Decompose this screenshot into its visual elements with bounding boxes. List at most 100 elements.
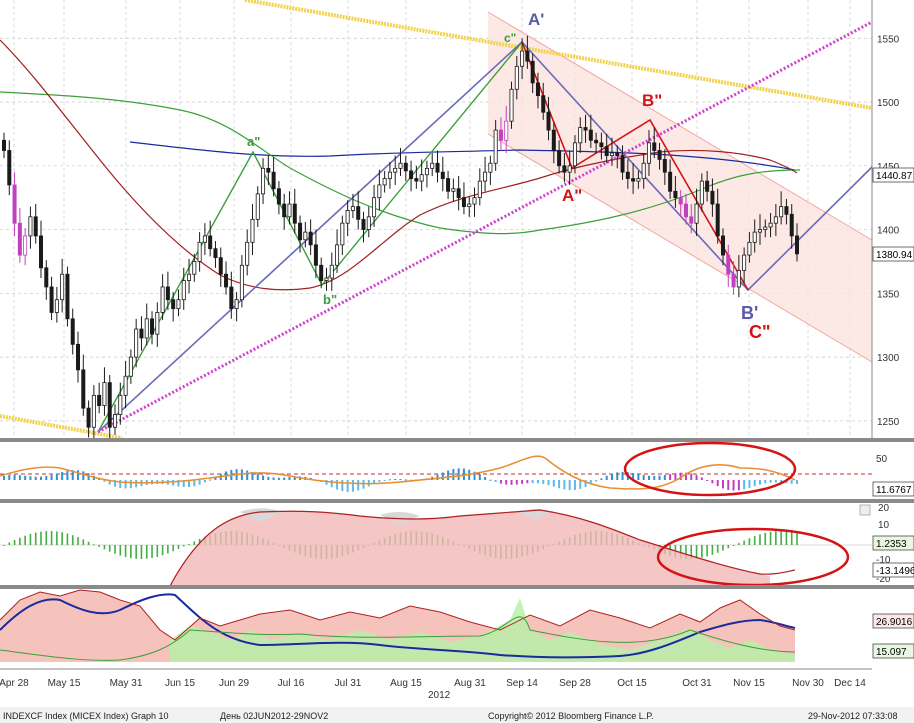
candle-body xyxy=(514,65,519,90)
osc2-bar xyxy=(679,545,682,559)
osc1-bar xyxy=(262,475,265,480)
osc2-bar xyxy=(727,545,730,549)
wave-label-a-dblprime-upper: A" xyxy=(562,186,582,205)
candle-body xyxy=(377,184,382,199)
y-tick-label: 1250 xyxy=(877,417,900,428)
osc2-bar xyxy=(796,533,798,545)
osc1-bar xyxy=(616,472,619,480)
candle-body xyxy=(282,203,287,218)
candle-body xyxy=(382,178,387,186)
candle-body xyxy=(451,188,456,192)
candle-body xyxy=(461,197,466,208)
candle-body xyxy=(683,203,688,218)
osc1-bar xyxy=(621,471,624,480)
candle-body xyxy=(313,244,318,266)
osc1-bar xyxy=(40,476,43,480)
x-tick-label: Sep 28 xyxy=(559,678,591,689)
candle-body xyxy=(620,155,625,173)
osc1-bar xyxy=(336,480,339,490)
candle-body xyxy=(757,229,762,233)
candle-body xyxy=(303,231,308,241)
osc1-bar xyxy=(647,475,650,480)
channel-lower-line xyxy=(487,133,873,363)
x-tick-label: Nov 15 xyxy=(733,678,765,689)
candle-body xyxy=(615,152,620,156)
osc1-bar xyxy=(18,475,21,480)
osc2-bar xyxy=(66,533,69,545)
candle-body xyxy=(773,216,778,224)
candle-body xyxy=(715,203,720,237)
candle-body xyxy=(705,180,710,192)
osc1-bar xyxy=(610,473,613,480)
osc1-bar xyxy=(45,475,48,480)
y-tick-label: 1450 xyxy=(877,162,900,173)
candle-body xyxy=(530,60,535,84)
osc1-bar xyxy=(531,480,534,484)
y-tick-label: 1400 xyxy=(877,226,900,237)
candle-body xyxy=(250,218,255,243)
candle-body xyxy=(583,127,588,131)
osc2-bar xyxy=(124,545,127,558)
dotted-magenta-trendline xyxy=(97,20,873,434)
candle-body xyxy=(23,235,28,256)
osc1-bar xyxy=(721,480,724,489)
x-tick-label: Jun 15 xyxy=(165,678,195,689)
osc1-bar xyxy=(669,474,672,480)
osc1-bar xyxy=(563,480,566,490)
candle-body xyxy=(81,369,86,409)
candle-body xyxy=(134,328,139,358)
candle-body xyxy=(324,277,329,281)
osc1-bar xyxy=(510,480,513,485)
osc3-value-2: 15.097 xyxy=(876,647,907,658)
candle-body xyxy=(229,286,234,310)
candle-body xyxy=(588,129,593,141)
candle-body xyxy=(70,318,75,345)
osc1-bar xyxy=(642,475,645,480)
y-tick-label: 1350 xyxy=(877,289,900,300)
candle-body xyxy=(266,167,271,173)
wave-label-b-dblprime-lower: b" xyxy=(323,292,337,307)
candle-body xyxy=(694,203,699,224)
candle-body xyxy=(7,150,12,186)
osc2-bar xyxy=(685,545,687,559)
candle-body xyxy=(752,231,757,243)
osc2-bar xyxy=(172,545,174,552)
candle-body xyxy=(572,142,577,167)
osc1-bar xyxy=(579,480,582,489)
candle-body xyxy=(128,356,133,377)
candle-body xyxy=(768,222,773,228)
wave-red-line xyxy=(521,41,749,291)
osc1-bar xyxy=(526,480,529,484)
osc2-bar xyxy=(193,541,196,545)
candle-body xyxy=(403,162,408,172)
candle-body xyxy=(12,184,17,224)
candle-body xyxy=(625,171,630,179)
candle-body xyxy=(187,273,192,281)
osc1-bar xyxy=(71,470,74,480)
osc2-bar xyxy=(182,545,185,547)
x-tick-label: Oct 31 xyxy=(682,678,712,689)
oscillator1-panel: 50 11.6767 xyxy=(0,441,914,500)
osc1-bar xyxy=(346,480,349,492)
osc2-panel-button[interactable] xyxy=(859,504,871,516)
osc2-bar xyxy=(87,541,90,545)
osc2-bar xyxy=(56,531,58,545)
candle-body xyxy=(298,222,303,241)
osc1-bar xyxy=(684,472,687,480)
candle-body xyxy=(609,152,614,156)
osc1-bar xyxy=(251,472,254,480)
candle-body xyxy=(144,318,149,339)
osc2-bar xyxy=(151,545,153,559)
candle-body xyxy=(456,188,461,199)
osc1-bar xyxy=(727,480,730,490)
osc1-bar xyxy=(351,480,354,492)
osc1-bar xyxy=(330,480,333,488)
candle-body xyxy=(60,273,65,301)
osc1-bar xyxy=(679,472,682,480)
osc2-tick-m10: -10 xyxy=(876,555,891,566)
osc2-bar xyxy=(19,537,21,545)
candle-body xyxy=(97,394,102,406)
wave-label-b-dblprime-upper: B" xyxy=(642,91,662,110)
candle-body xyxy=(17,222,22,256)
